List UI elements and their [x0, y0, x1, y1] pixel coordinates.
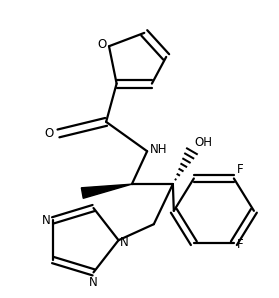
- Text: NH: NH: [150, 143, 167, 156]
- Text: N: N: [120, 236, 129, 249]
- Polygon shape: [81, 184, 132, 198]
- Text: F: F: [237, 163, 243, 176]
- Text: N: N: [42, 214, 50, 227]
- Text: F: F: [237, 238, 243, 251]
- Text: OH: OH: [195, 136, 213, 149]
- Text: N: N: [89, 276, 98, 289]
- Text: O: O: [44, 127, 53, 140]
- Text: O: O: [98, 38, 107, 51]
